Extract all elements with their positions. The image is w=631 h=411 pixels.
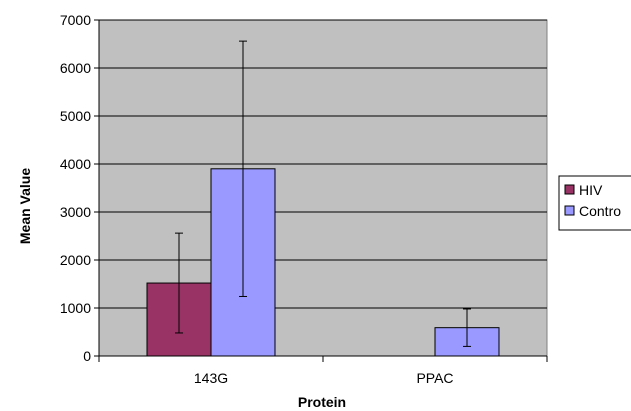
x-tick-label: PPAC — [416, 370, 453, 386]
legend-swatch — [564, 184, 575, 195]
legend-swatch — [564, 205, 575, 216]
y-axis: 0 1000 2000 3000 4000 5000 6000 7000 — [60, 12, 100, 364]
y-tick-label: 7000 — [60, 12, 91, 28]
y-tick-label: 5000 — [60, 108, 91, 124]
y-tick-label: 3000 — [60, 204, 91, 220]
legend: HIV Contro — [558, 175, 631, 231]
x-tick-label: 143G — [194, 370, 228, 386]
y-axis-title: Mean Value — [17, 168, 33, 244]
y-tick-label: 0 — [83, 348, 91, 364]
legend-label: Contro — [579, 203, 621, 219]
plot-area — [98, 19, 548, 357]
y-tick-label: 2000 — [60, 252, 91, 268]
y-tick-label: 1000 — [60, 300, 91, 316]
y-tick-label: 6000 — [60, 60, 91, 76]
y-tick-label: 4000 — [60, 156, 91, 172]
x-axis-title: Protein — [298, 394, 346, 410]
x-axis: 143G PPAC — [98, 355, 548, 386]
legend-label: HIV — [579, 182, 603, 198]
